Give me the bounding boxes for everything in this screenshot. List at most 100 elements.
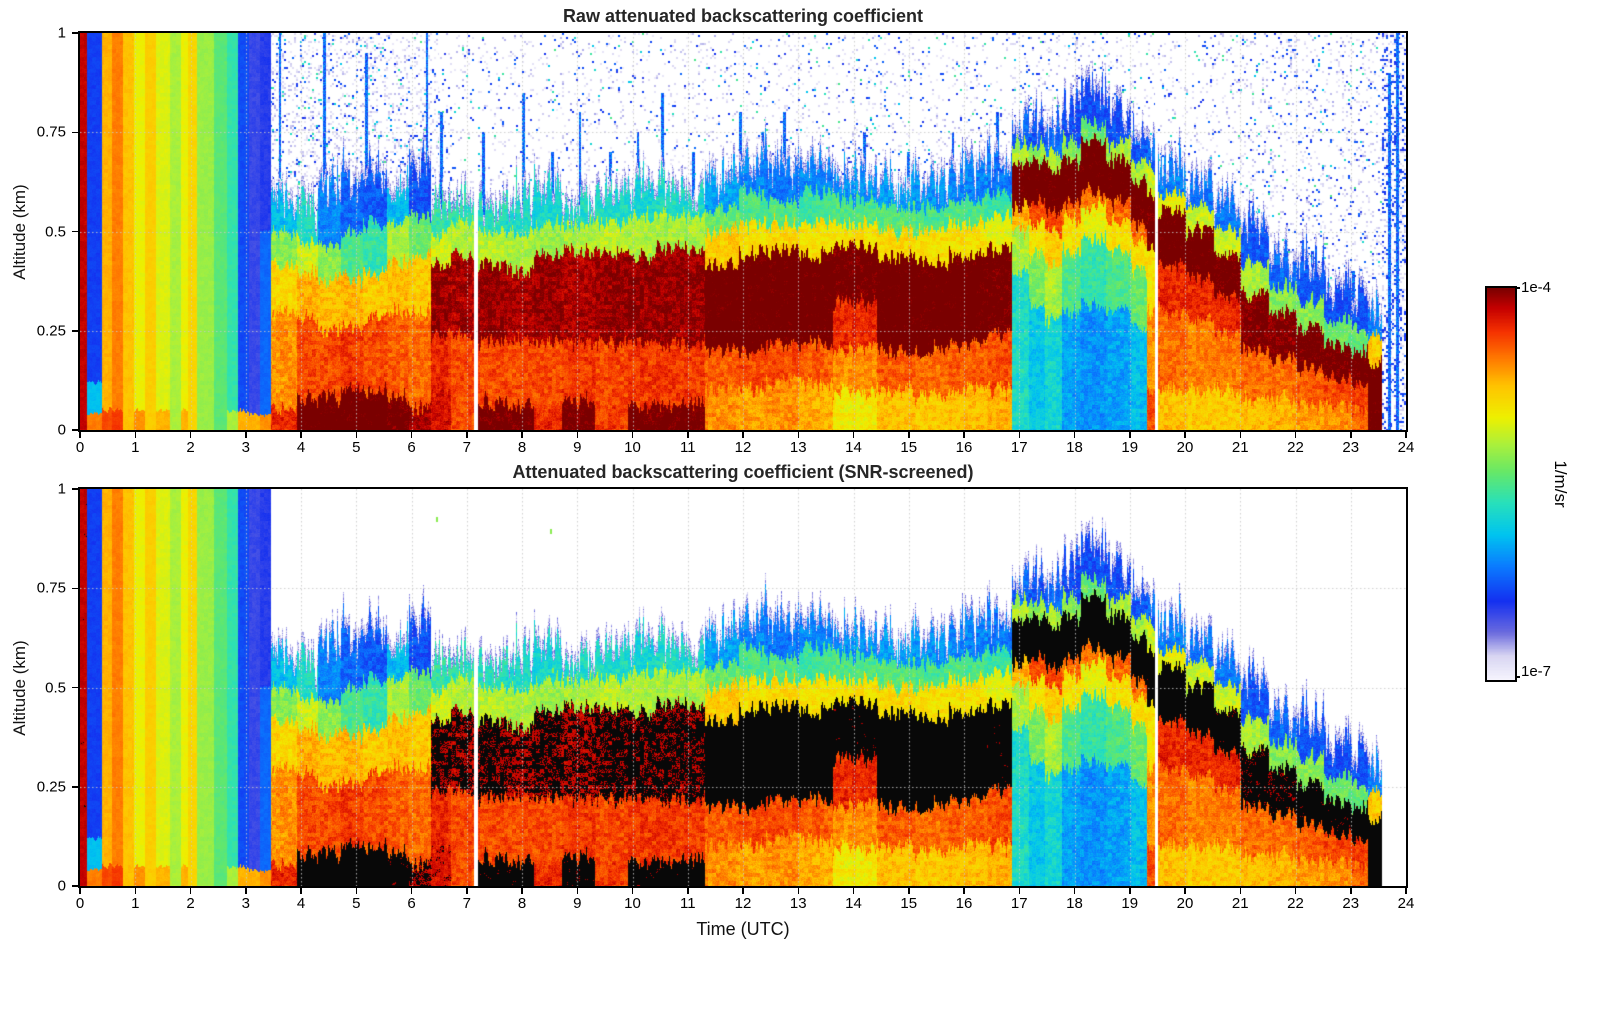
x-tick-label: 9 bbox=[573, 895, 582, 912]
x-tick-mark bbox=[521, 432, 523, 438]
x-tick-mark bbox=[134, 888, 136, 894]
x-tick-mark bbox=[963, 432, 965, 438]
x-tick-label: 23 bbox=[1342, 895, 1360, 912]
x-tick-label: 19 bbox=[1121, 439, 1139, 456]
screened-heatmap-canvas bbox=[80, 489, 1406, 886]
x-tick-label: 22 bbox=[1287, 439, 1304, 456]
y-tick-label: 0.5 bbox=[45, 223, 66, 240]
colorbar-min-label: 1e-7 bbox=[1521, 663, 1552, 680]
x-tick-mark bbox=[1405, 888, 1407, 894]
colorbar-min-tick bbox=[1515, 676, 1520, 678]
x-tick-label: 6 bbox=[407, 439, 416, 456]
x-tick-label: 8 bbox=[517, 439, 527, 456]
y-tick-mark bbox=[72, 429, 78, 431]
colorbar-max-tick bbox=[1515, 287, 1520, 289]
x-tick-mark bbox=[631, 432, 634, 438]
screened-panel-title: Attenuated backscattering coefficient (S… bbox=[512, 462, 974, 482]
y-tick-mark bbox=[72, 587, 78, 589]
x-tick-mark bbox=[521, 888, 523, 894]
colorbar-units-label: 1/m/sr bbox=[1551, 460, 1570, 508]
x-tick-label: 1 bbox=[131, 439, 140, 456]
colorbar-canvas bbox=[1487, 288, 1515, 680]
raw-heatmap-plot bbox=[78, 31, 1408, 432]
x-tick-label: 13 bbox=[789, 439, 807, 456]
x-tick-label: 8 bbox=[517, 895, 527, 912]
x-tick-mark bbox=[466, 888, 468, 894]
x-tick-mark bbox=[576, 432, 578, 438]
x-tick-label: 15 bbox=[900, 895, 918, 912]
x-tick-mark bbox=[1350, 888, 1352, 894]
x-tick-label: 16 bbox=[955, 439, 973, 456]
x-tick-label: 20 bbox=[1176, 895, 1194, 912]
x-tick-label: 0 bbox=[75, 439, 85, 456]
x-tick-mark bbox=[687, 432, 689, 438]
x-tick-label: 16 bbox=[955, 895, 973, 912]
x-tick-mark bbox=[355, 888, 357, 894]
x-axis-label: Time (UTC) bbox=[696, 919, 790, 939]
y-tick-label: 0 bbox=[57, 877, 66, 895]
x-tick-mark bbox=[189, 432, 192, 438]
y-tick-label: 0.25 bbox=[36, 778, 66, 796]
x-tick-mark bbox=[134, 432, 136, 438]
y-tick-label: 0.75 bbox=[36, 123, 66, 141]
x-tick-label: 21 bbox=[1231, 895, 1249, 912]
x-tick-mark bbox=[1129, 888, 1131, 894]
x-tick-mark bbox=[189, 888, 192, 894]
x-tick-label: 12 bbox=[734, 439, 752, 456]
y-tick-label: 0 bbox=[57, 421, 66, 439]
x-tick-label: 11 bbox=[679, 895, 696, 912]
x-tick-mark bbox=[852, 432, 855, 438]
colorbar-max-label: 1e-4 bbox=[1521, 279, 1552, 296]
x-tick-mark bbox=[963, 888, 965, 894]
x-tick-mark bbox=[1073, 888, 1076, 894]
x-tick-mark bbox=[355, 432, 357, 438]
x-tick-label: 0 bbox=[75, 895, 85, 912]
screened-heatmap-plot bbox=[78, 487, 1408, 888]
x-tick-mark bbox=[908, 888, 910, 894]
y-tick-mark bbox=[72, 32, 78, 34]
x-tick-mark bbox=[1239, 888, 1241, 894]
x-tick-mark bbox=[410, 888, 413, 894]
x-tick-label: 20 bbox=[1176, 439, 1194, 456]
x-tick-label: 10 bbox=[624, 439, 641, 456]
x-tick-label: 10 bbox=[624, 895, 641, 912]
x-tick-label: 15 bbox=[900, 439, 918, 456]
x-tick-label: 13 bbox=[789, 895, 807, 912]
x-tick-label: 6 bbox=[407, 895, 416, 912]
x-tick-mark bbox=[410, 432, 413, 438]
y-tick-mark bbox=[72, 488, 78, 490]
x-tick-mark bbox=[245, 888, 247, 894]
y-tick-mark bbox=[72, 230, 78, 233]
x-tick-label: 1 bbox=[131, 895, 140, 912]
x-tick-mark bbox=[908, 432, 910, 438]
x-tick-mark bbox=[1294, 888, 1297, 894]
x-tick-label: 2 bbox=[186, 439, 195, 456]
x-tick-mark bbox=[742, 432, 744, 438]
x-tick-mark bbox=[1129, 432, 1131, 438]
x-tick-mark bbox=[742, 888, 744, 894]
x-tick-mark bbox=[1239, 432, 1241, 438]
x-tick-label: 3 bbox=[241, 439, 250, 456]
y-tick-mark bbox=[72, 686, 78, 689]
x-tick-mark bbox=[1405, 432, 1407, 438]
x-tick-mark bbox=[1184, 432, 1186, 438]
x-tick-label: 14 bbox=[845, 895, 862, 912]
x-tick-mark bbox=[300, 432, 302, 438]
y-tick-label: 0.75 bbox=[36, 579, 66, 597]
x-tick-label: 11 bbox=[679, 439, 696, 456]
x-tick-label: 5 bbox=[352, 439, 361, 456]
x-tick-label: 18 bbox=[1066, 895, 1083, 912]
x-tick-mark bbox=[300, 888, 302, 894]
y-tick-mark bbox=[72, 131, 78, 133]
x-tick-label: 19 bbox=[1121, 895, 1139, 912]
x-tick-mark bbox=[576, 888, 578, 894]
y-tick-label: 1 bbox=[57, 24, 66, 42]
y-tick-mark bbox=[72, 885, 78, 887]
x-tick-label: 5 bbox=[352, 895, 361, 912]
x-tick-mark bbox=[797, 432, 799, 438]
x-tick-label: 7 bbox=[462, 439, 471, 456]
x-tick-label: 14 bbox=[845, 439, 862, 456]
x-tick-mark bbox=[687, 888, 689, 894]
raw-panel-title: Raw attenuated backscattering coefficien… bbox=[562, 6, 924, 26]
